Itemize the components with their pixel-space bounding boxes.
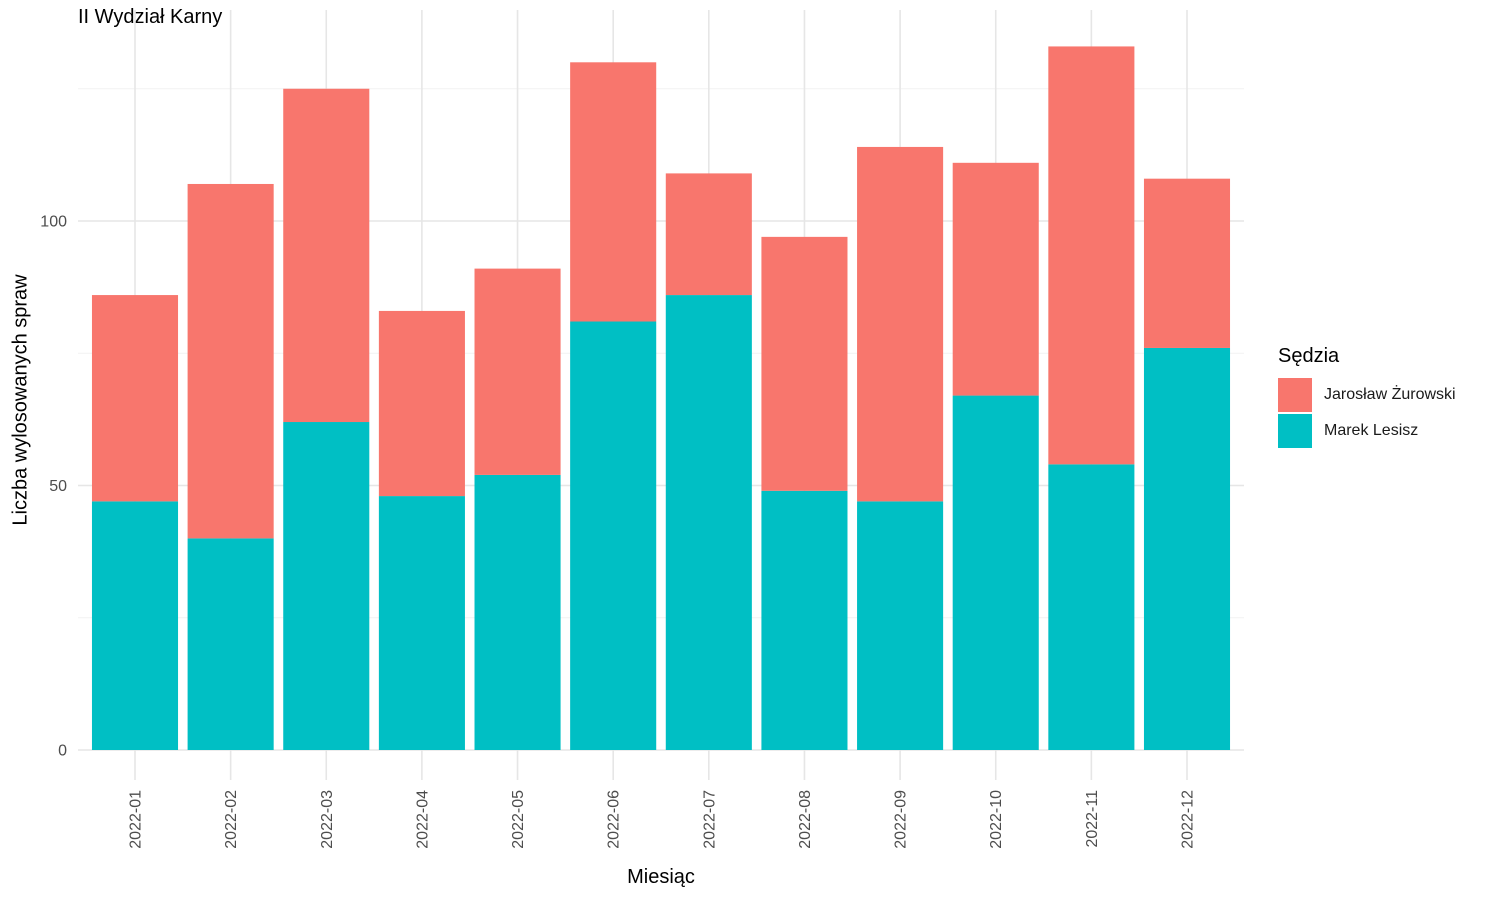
x-tick-label: 2022-05 bbox=[510, 790, 527, 849]
bar-jaroslaw-zurowski-2022-07 bbox=[665, 173, 752, 296]
bar-marek-lesisz-2022-03 bbox=[283, 422, 370, 750]
legend-item-marek-lesisz: Marek Lesisz bbox=[1278, 413, 1456, 448]
x-tick-label: 2022-04 bbox=[414, 790, 431, 849]
legend-item-jaroslaw-zurowski: Jarosław Żurowski bbox=[1278, 377, 1456, 412]
x-tick-label: 2022-02 bbox=[223, 790, 240, 849]
legend-label-jaroslaw-zurowski: Jarosław Żurowski bbox=[1324, 385, 1456, 403]
bar-marek-lesisz-2022-12 bbox=[1143, 347, 1231, 750]
bar-jaroslaw-zurowski-2022-04 bbox=[378, 310, 465, 497]
bar-jaroslaw-zurowski-2022-09 bbox=[857, 146, 944, 502]
bar-jaroslaw-zurowski-2022-11 bbox=[1048, 46, 1135, 465]
x-tick-label: 2022-01 bbox=[128, 790, 145, 849]
bar-marek-lesisz-2022-06 bbox=[570, 321, 657, 750]
bar-jaroslaw-zurowski-2022-02 bbox=[187, 183, 274, 539]
x-tick-label: 2022-07 bbox=[701, 790, 718, 849]
legend-key-marek-lesisz bbox=[1278, 413, 1312, 448]
x-axis-title: Miesiąc bbox=[627, 866, 695, 888]
bar-marek-lesisz-2022-04 bbox=[378, 496, 465, 750]
x-tick-label: 2022-11 bbox=[1084, 790, 1101, 848]
x-tick-label: 2022-08 bbox=[797, 790, 814, 849]
bar-marek-lesisz-2022-02 bbox=[187, 538, 274, 750]
bar-marek-lesisz-2022-11 bbox=[1048, 464, 1135, 750]
bar-marek-lesisz-2022-08 bbox=[761, 490, 848, 750]
bar-jaroslaw-zurowski-2022-12 bbox=[1143, 178, 1231, 348]
bar-marek-lesisz-2022-07 bbox=[665, 295, 752, 750]
chart-title: II Wydział Karny bbox=[78, 6, 223, 28]
bar-jaroslaw-zurowski-2022-06 bbox=[570, 62, 657, 322]
x-tick-label: 2022-03 bbox=[319, 790, 336, 849]
legend-label-marek-lesisz: Marek Lesisz bbox=[1324, 421, 1419, 439]
x-tick-label: 2022-12 bbox=[1180, 790, 1197, 849]
bar-jaroslaw-zurowski-2022-01 bbox=[91, 295, 179, 502]
bar-marek-lesisz-2022-09 bbox=[857, 501, 944, 750]
bar-jaroslaw-zurowski-2022-05 bbox=[474, 268, 561, 475]
y-axis-title: Liczba wylosowanych spraw bbox=[9, 274, 32, 526]
x-tick-label: 2022-06 bbox=[606, 790, 623, 849]
x-tick-label: 2022-09 bbox=[893, 790, 910, 849]
y-tick-label: 0 bbox=[58, 743, 67, 760]
legend-key-jaroslaw-zurowski bbox=[1278, 377, 1312, 412]
bar-jaroslaw-zurowski-2022-08 bbox=[761, 236, 848, 491]
x-tick-label: 2022-10 bbox=[988, 790, 1005, 849]
legend: Sędzia Jarosław Żurowski Marek Lesisz bbox=[1278, 345, 1456, 449]
y-tick-label: 50 bbox=[49, 478, 67, 495]
bar-marek-lesisz-2022-01 bbox=[91, 501, 179, 750]
bar-marek-lesisz-2022-05 bbox=[474, 474, 561, 750]
y-tick-label: 100 bbox=[40, 214, 67, 231]
bar-jaroslaw-zurowski-2022-10 bbox=[952, 162, 1039, 396]
legend-title: Sędzia bbox=[1278, 345, 1340, 367]
bar-jaroslaw-zurowski-2022-03 bbox=[283, 88, 370, 423]
bar-marek-lesisz-2022-10 bbox=[952, 395, 1039, 750]
